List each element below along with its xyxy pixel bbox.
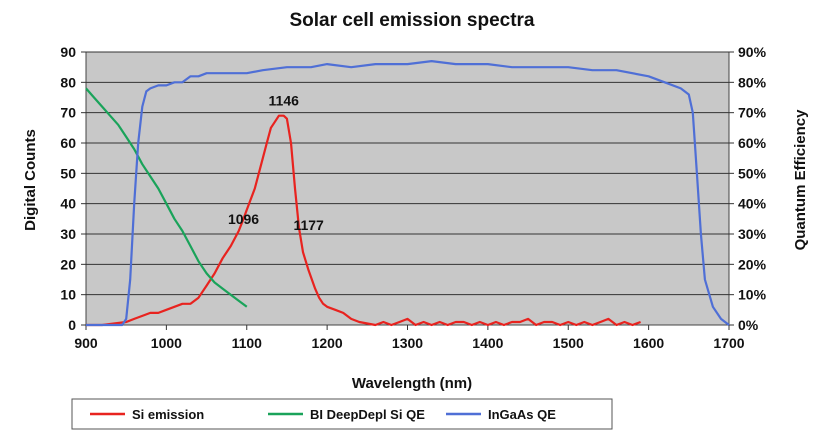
y-tick-label: 40 — [60, 196, 76, 212]
legend-label: Si emission — [132, 407, 204, 422]
x-axis-label: Wavelength (nm) — [352, 375, 472, 392]
y2-tick-label: 10% — [738, 287, 767, 303]
data-label: 1146 — [269, 93, 300, 109]
legend-label: InGaAs QE — [488, 407, 556, 422]
x-tick-label: 1400 — [472, 335, 503, 351]
x-tick-label: 1500 — [553, 335, 584, 351]
gridlines — [86, 51, 729, 296]
annotations: 1146 1096 1177 — [228, 93, 324, 233]
y2-tick-label: 60% — [738, 135, 767, 151]
x-tick-label: 1600 — [633, 335, 664, 351]
y2-tick-label: 40% — [738, 196, 767, 212]
legend-label: BI DeepDepl Si QE — [310, 407, 425, 422]
y-tick-label: 60 — [60, 135, 76, 151]
y-tick-label: 0 — [68, 317, 76, 333]
y2-tick-label: 30% — [738, 226, 767, 242]
x-tick-label: 900 — [74, 335, 98, 351]
y-tick-label: 50 — [60, 165, 76, 181]
y-tick-label: 10 — [60, 287, 76, 303]
y-tick-label: 30 — [60, 226, 76, 242]
y2-tick-label: 70% — [738, 105, 767, 121]
series-line-ingaas-qe — [86, 59, 730, 327]
y2-tick-label: 20% — [738, 256, 767, 272]
y2-tick-label: 80% — [738, 74, 767, 90]
y-tick-label: 70 — [60, 105, 76, 121]
chart-title: Solar cell emission spectra — [289, 10, 534, 31]
series-line-bi-deepdepl-si-qe — [85, 87, 248, 308]
y2-tick-label: 0% — [738, 317, 759, 333]
y-tick-label: 20 — [60, 256, 76, 272]
x-tick-label: 1300 — [392, 335, 423, 351]
y-axis-label: Digital Counts — [22, 129, 39, 231]
x-tick-label: 1100 — [232, 335, 263, 351]
y2-axis-ticks: 0% 10% 20% 30% 40% 50% 60% 70% 80% 90% — [729, 44, 767, 333]
y-tick-label: 90 — [60, 44, 76, 60]
y2-axis-label: Quantum Efficiency — [792, 109, 809, 251]
y-axis-ticks: 0 10 20 30 40 50 60 70 80 90 — [60, 44, 86, 333]
legend — [71, 398, 613, 430]
data-label: 1177 — [293, 217, 324, 233]
legend-items: Si emission BI DeepDepl Si QE InGaAs QE — [90, 407, 556, 422]
data-label: 1096 — [228, 211, 259, 227]
x-tick-label: 1700 — [713, 335, 744, 351]
x-tick-label: 1000 — [151, 335, 182, 351]
series-lines — [85, 59, 730, 327]
series-line-si-emission — [86, 114, 641, 327]
plot-area — [85, 51, 730, 326]
x-axis-ticks: 900 1000 1100 1200 1300 1400 1500 1600 1700 — [74, 325, 745, 351]
y2-tick-label: 50% — [738, 165, 767, 181]
x-tick-label: 1200 — [312, 335, 343, 351]
y2-tick-label: 90% — [738, 44, 767, 60]
y-tick-label: 80 — [60, 74, 76, 90]
